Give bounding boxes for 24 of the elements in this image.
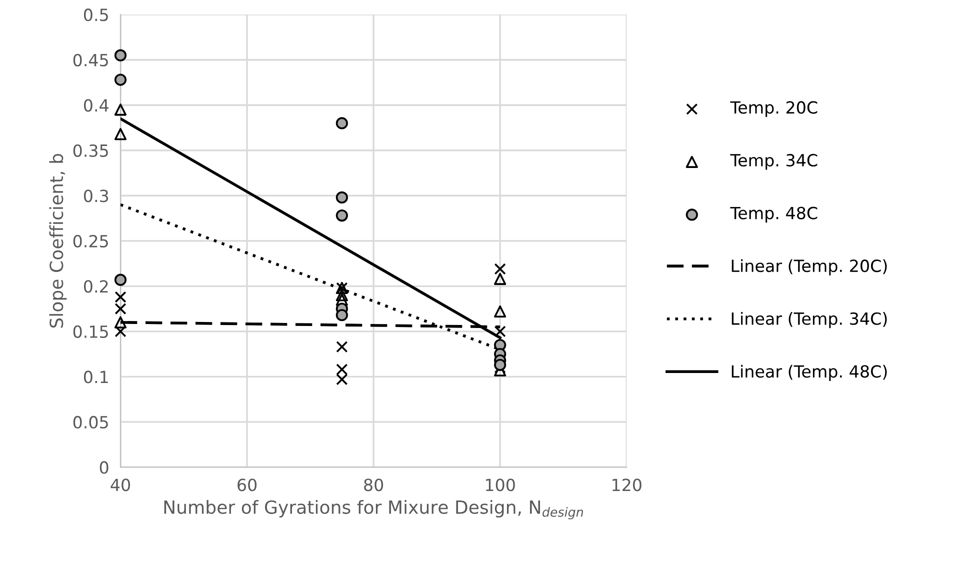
y-tick-label: 0.5 bbox=[84, 8, 108, 22]
legend-label: Temp. 48C bbox=[730, 206, 818, 223]
x-axis-title: Number of Gyrations for Mixure Design, N$_{design}$ bbox=[164, 500, 584, 520]
legend-label: Linear (Temp. 34C) bbox=[732, 312, 887, 328]
legend-label: Linear (Temp. 20C) bbox=[732, 259, 887, 276]
y-tick-label: 0.2 bbox=[84, 280, 108, 293]
legend-label: Temp. 34C bbox=[730, 154, 818, 170]
y-tick-label: 0.4 bbox=[84, 99, 108, 112]
y-tick-label: 0.05 bbox=[73, 416, 108, 429]
y-tick-label: 0.1 bbox=[84, 370, 108, 384]
legend-label: Linear (Temp. 48C) bbox=[732, 364, 887, 381]
x-tick-label: 60 bbox=[238, 478, 257, 492]
y-tick-label: 0 bbox=[100, 461, 108, 474]
y-axis-title: Slope Coefficient, b bbox=[49, 154, 67, 328]
y-tick-label: 0.45 bbox=[73, 54, 108, 66]
y-tick-label: 0.15 bbox=[73, 325, 108, 338]
x-tick-label: 100 bbox=[486, 478, 515, 492]
y-tick-label: 0.35 bbox=[73, 144, 108, 157]
x-tick-label: 80 bbox=[364, 478, 384, 492]
x-tick-label: 40 bbox=[110, 478, 130, 492]
legend-label: Temp. 20C bbox=[730, 101, 818, 117]
y-tick-label: 0.3 bbox=[84, 190, 108, 202]
x-tick-label: 120 bbox=[612, 478, 642, 492]
y-tick-label: 0.25 bbox=[73, 234, 108, 248]
